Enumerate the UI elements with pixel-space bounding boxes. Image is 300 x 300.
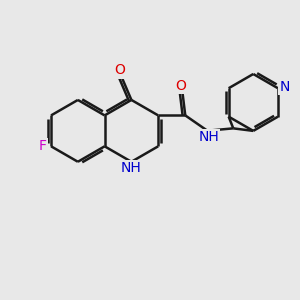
Text: N: N [279, 80, 290, 94]
Text: NH: NH [199, 130, 219, 144]
Text: NH: NH [121, 161, 142, 175]
Text: O: O [114, 64, 125, 77]
Text: F: F [39, 139, 47, 153]
Text: O: O [176, 79, 186, 93]
